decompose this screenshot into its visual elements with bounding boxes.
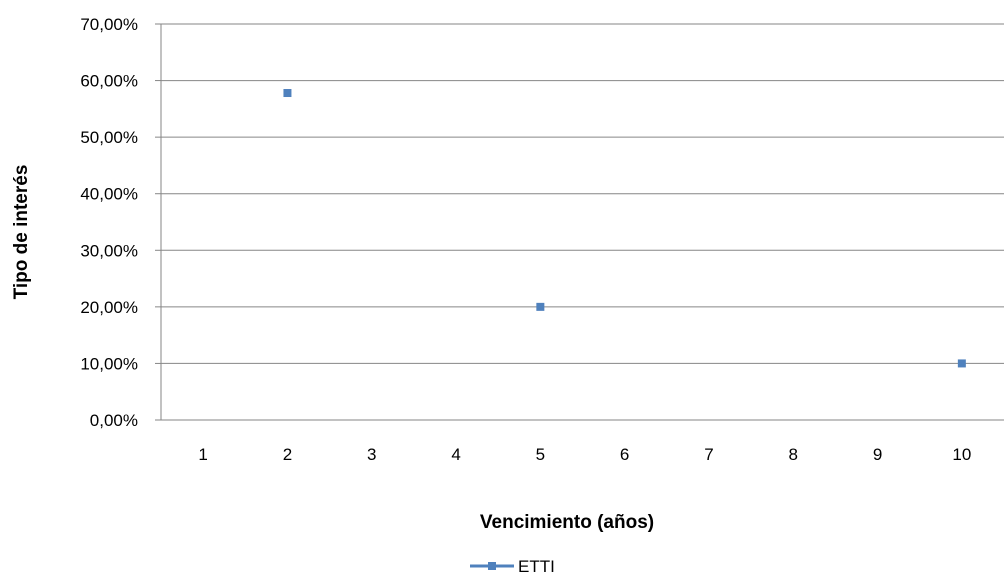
y-axis-ticks: 0,00% 10,00% 20,00% 30,00% 40,00% 50,00% 60,00… xyxy=(80,15,161,430)
y-tick-label: 10,00% xyxy=(80,354,138,373)
data-point-5 xyxy=(536,303,544,311)
y-tick-label: 60,00% xyxy=(80,72,138,91)
y-tick-label: 30,00% xyxy=(80,241,138,260)
y-tick-label: 40,00% xyxy=(80,185,138,204)
x-tick-label: 6 xyxy=(620,445,629,464)
legend-label-etti: ETTI xyxy=(518,557,555,576)
x-axis-ticks: 1 2 3 4 5 6 7 8 9 10 xyxy=(198,445,971,464)
y-tick-label: 20,00% xyxy=(80,298,138,317)
y-tick-label: 0,00% xyxy=(90,411,138,430)
y-axis-title: Tipo de interés xyxy=(11,165,32,300)
x-tick-label: 10 xyxy=(952,445,971,464)
data-points xyxy=(283,89,965,367)
y-tick-label: 50,00% xyxy=(80,128,138,147)
x-tick-label: 8 xyxy=(789,445,798,464)
x-tick-label: 9 xyxy=(873,445,882,464)
x-tick-label: 5 xyxy=(536,445,545,464)
x-tick-label: 3 xyxy=(367,445,376,464)
gridlines xyxy=(161,24,1004,363)
legend-swatch-marker xyxy=(488,562,496,570)
data-point-10 xyxy=(958,359,966,367)
legend: ETTI xyxy=(470,557,555,576)
y-tick-label: 70,00% xyxy=(80,15,138,34)
plot-area: 0,00% 10,00% 20,00% 30,00% 40,00% 50,00% 60,00… xyxy=(80,15,1004,464)
x-tick-label: 1 xyxy=(198,445,207,464)
data-point-2 xyxy=(283,89,291,97)
x-tick-label: 2 xyxy=(283,445,292,464)
x-tick-label: 4 xyxy=(451,445,460,464)
x-tick-label: 7 xyxy=(704,445,713,464)
x-axis-title: Vencimiento (años) xyxy=(480,512,654,533)
